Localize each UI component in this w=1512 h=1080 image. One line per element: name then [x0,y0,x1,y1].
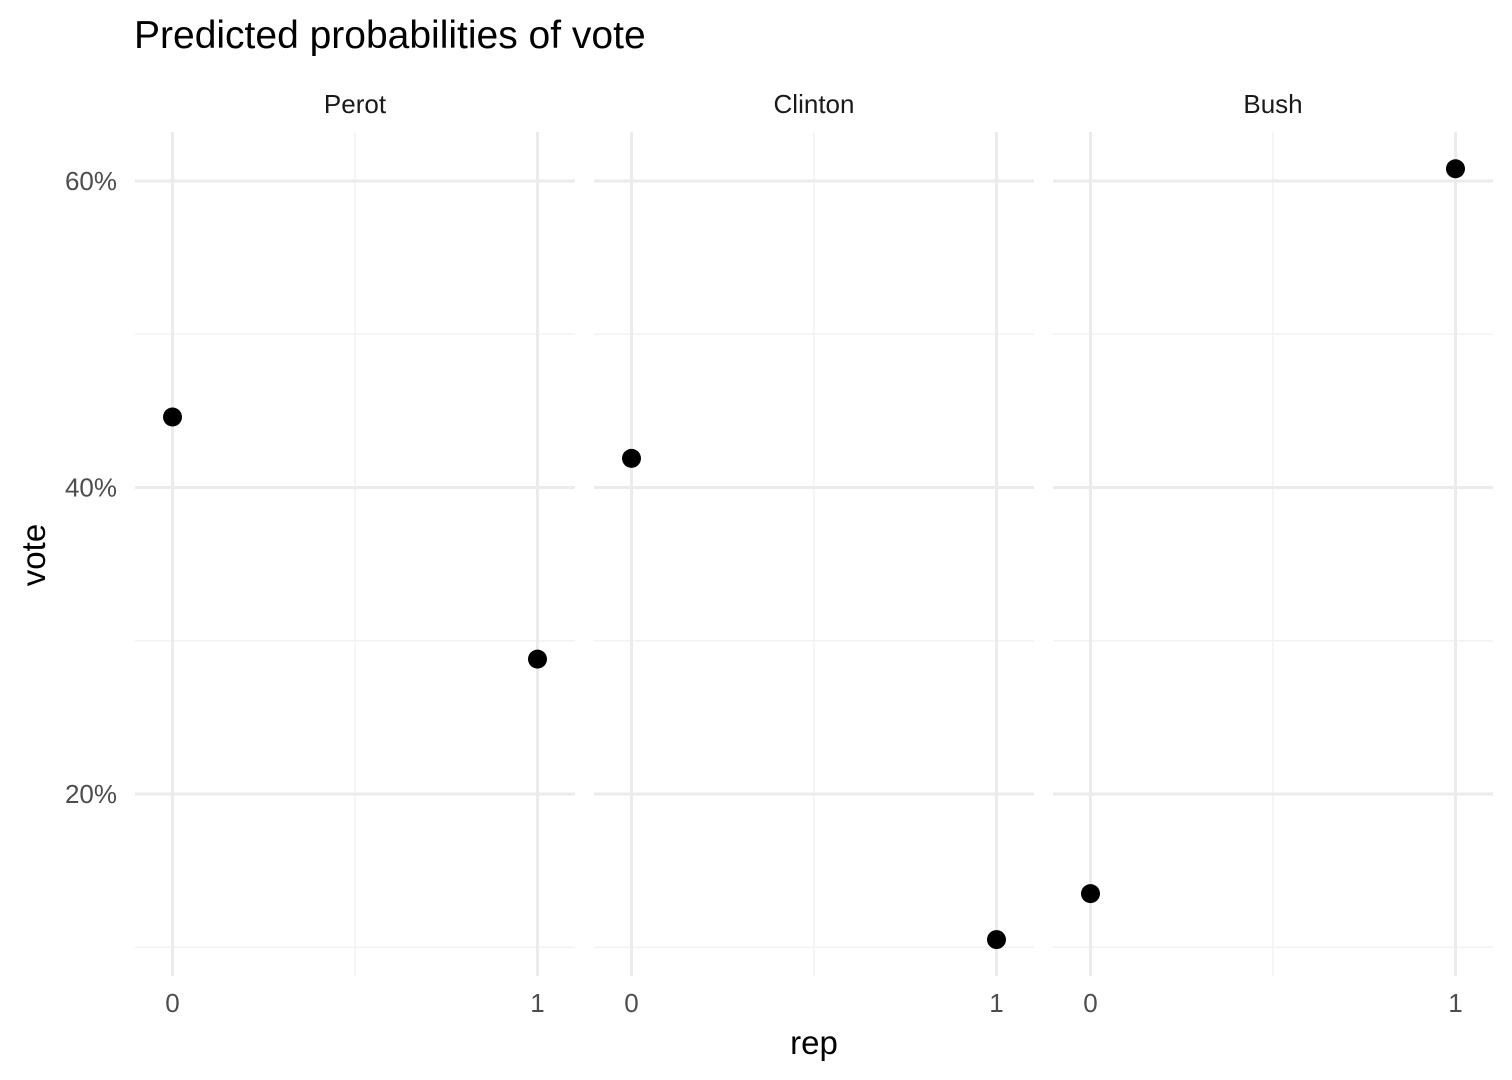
x-tick-label: 0 [624,988,638,1018]
x-tick-label: 0 [1083,988,1097,1018]
data-point [987,930,1006,950]
x-tick-label: 1 [989,988,1003,1018]
y-tick-label: 20% [65,779,117,809]
facet-label-clinton: Clinton [774,89,855,119]
chart-title: Predicted probabilities of vote [134,14,646,57]
facet-panel-clinton: Clinton 0 1 [594,89,1034,1018]
facet-panel-bush: Bush 0 1 [1053,89,1493,1018]
facet-panel-perot: Perot 0 1 [135,89,575,1018]
y-axis-ticks: 20% 40% 60% [65,166,117,809]
facet-label-bush: Bush [1243,89,1302,119]
facet-panels: Perot 0 1 Clinton 0 1 Bush 0 1 [135,89,1493,1018]
data-point [1081,884,1100,904]
data-point [1446,159,1465,179]
x-tick-label: 1 [530,988,544,1018]
data-point [528,649,547,669]
y-tick-label: 60% [65,166,117,196]
facet-label-perot: Perot [324,89,387,119]
x-axis-title: rep [790,1024,838,1061]
x-tick-label: 1 [1448,988,1462,1018]
y-tick-label: 40% [65,473,117,503]
x-tick-label: 0 [165,988,179,1018]
data-point [163,407,182,427]
data-point [622,448,641,468]
y-axis-title: vote [15,524,52,586]
